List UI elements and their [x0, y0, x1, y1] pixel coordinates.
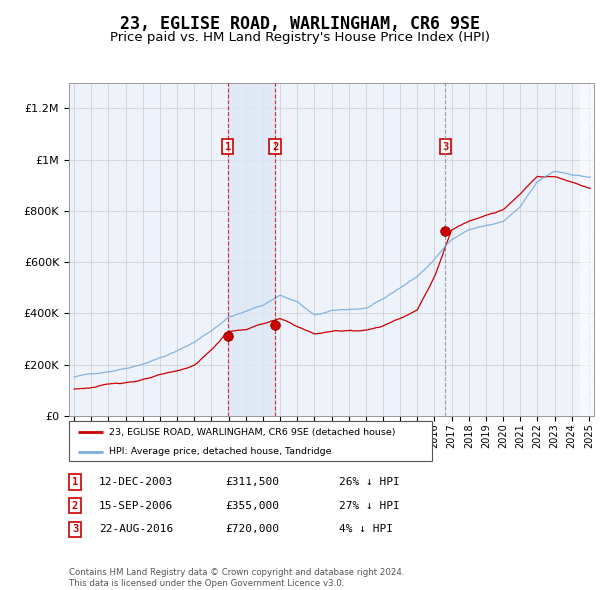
Text: 27% ↓ HPI: 27% ↓ HPI [339, 501, 400, 510]
Text: 12-DEC-2003: 12-DEC-2003 [99, 477, 173, 487]
Text: £355,000: £355,000 [225, 501, 279, 510]
Text: Price paid vs. HM Land Registry's House Price Index (HPI): Price paid vs. HM Land Registry's House … [110, 31, 490, 44]
Text: 23, EGLISE ROAD, WARLINGHAM, CR6 9SE (detached house): 23, EGLISE ROAD, WARLINGHAM, CR6 9SE (de… [109, 428, 395, 437]
Text: 2: 2 [72, 501, 78, 510]
Text: 3: 3 [72, 525, 78, 534]
Text: 4% ↓ HPI: 4% ↓ HPI [339, 525, 393, 534]
Text: 1: 1 [224, 142, 231, 152]
Text: HPI: Average price, detached house, Tandridge: HPI: Average price, detached house, Tand… [109, 447, 331, 456]
Text: Contains HM Land Registry data © Crown copyright and database right 2024.
This d: Contains HM Land Registry data © Crown c… [69, 568, 404, 588]
FancyBboxPatch shape [69, 421, 432, 461]
Text: 1: 1 [72, 477, 78, 487]
Text: £720,000: £720,000 [225, 525, 279, 534]
Text: 23, EGLISE ROAD, WARLINGHAM, CR6 9SE: 23, EGLISE ROAD, WARLINGHAM, CR6 9SE [120, 15, 480, 33]
Text: 3: 3 [442, 142, 449, 152]
Text: 15-SEP-2006: 15-SEP-2006 [99, 501, 173, 510]
Bar [580, 83, 594, 416]
Text: 2: 2 [272, 142, 278, 152]
Bar [228, 83, 275, 416]
Text: 22-AUG-2016: 22-AUG-2016 [99, 525, 173, 534]
Text: £311,500: £311,500 [225, 477, 279, 487]
Text: 26% ↓ HPI: 26% ↓ HPI [339, 477, 400, 487]
